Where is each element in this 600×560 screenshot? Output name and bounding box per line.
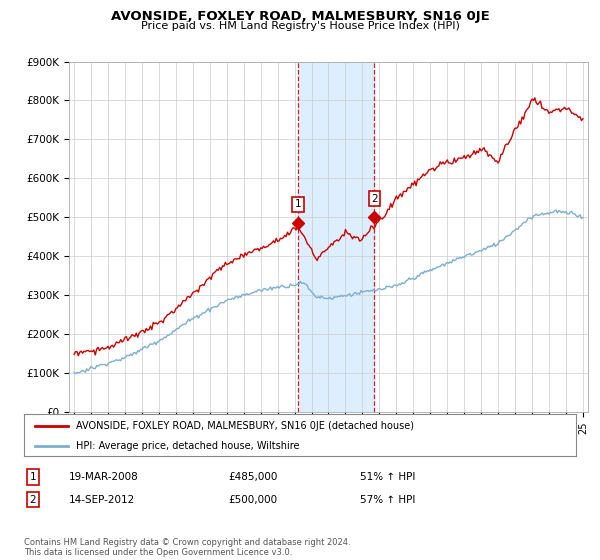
Text: AVONSIDE, FOXLEY ROAD, MALMESBURY, SN16 0JE (detached house): AVONSIDE, FOXLEY ROAD, MALMESBURY, SN16 … (76, 421, 415, 431)
Text: 2: 2 (371, 194, 378, 203)
Text: £485,000: £485,000 (228, 472, 277, 482)
Text: 1: 1 (29, 472, 37, 482)
Text: 57% ↑ HPI: 57% ↑ HPI (360, 494, 415, 505)
Text: 51% ↑ HPI: 51% ↑ HPI (360, 472, 415, 482)
Text: 1: 1 (295, 199, 301, 209)
Text: £500,000: £500,000 (228, 494, 277, 505)
Text: Price paid vs. HM Land Registry's House Price Index (HPI): Price paid vs. HM Land Registry's House … (140, 21, 460, 31)
Text: AVONSIDE, FOXLEY ROAD, MALMESBURY, SN16 0JE: AVONSIDE, FOXLEY ROAD, MALMESBURY, SN16 … (110, 10, 490, 23)
Text: Contains HM Land Registry data © Crown copyright and database right 2024.
This d: Contains HM Land Registry data © Crown c… (24, 538, 350, 557)
Text: 14-SEP-2012: 14-SEP-2012 (69, 494, 135, 505)
Text: 2: 2 (29, 494, 37, 505)
Text: 19-MAR-2008: 19-MAR-2008 (69, 472, 139, 482)
Text: HPI: Average price, detached house, Wiltshire: HPI: Average price, detached house, Wilt… (76, 441, 300, 451)
Bar (298, 62, 374, 412)
